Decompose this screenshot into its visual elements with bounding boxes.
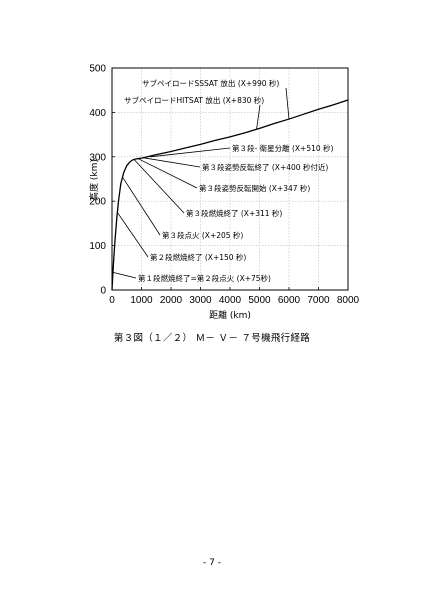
annotations: サブペイロードSSSAT 放出 (X+990 秒) サブペイロードHITSAT 放…	[124, 78, 334, 283]
x-tick-label: 1000	[130, 295, 153, 306]
x-tick-label: 6000	[278, 295, 301, 306]
annotation-leader-line	[256, 104, 261, 130]
y-tick-label: 500	[89, 64, 106, 75]
y-axis-label: 高度 (km)	[88, 159, 100, 201]
annotation-label: 第２段燃焼終了 (X+150 秒)	[150, 252, 246, 262]
x-tick-label: 3000	[189, 295, 212, 306]
annotation-label: サブペイロードSSSAT 放出 (X+990 秒)	[142, 78, 279, 88]
annotation-label: サブペイロードHITSAT 放出 (X+830 秒)	[124, 95, 264, 105]
annotation-leader-line	[142, 157, 201, 168]
y-tick-label: 0	[100, 286, 106, 297]
x-tick-label: 0	[109, 295, 115, 306]
annotation-leader-line	[150, 147, 231, 158]
annotation-leader-line	[112, 271, 137, 279]
y-tick-label: 200	[89, 197, 106, 208]
flight-path-line	[111, 99, 349, 291]
annotation-leader-line	[137, 158, 198, 189]
x-tick-label: 5000	[248, 295, 271, 306]
x-tick-label: 2000	[160, 295, 183, 306]
annotation-label: 第３段点火 (X+205 秒)	[162, 230, 243, 240]
annotation-leader-line	[121, 176, 161, 236]
annotation-leader-line	[285, 87, 290, 120]
x-tick-label: 4000	[219, 295, 242, 306]
page-number: - 7 -	[203, 558, 221, 568]
x-tick-label: 7000	[307, 295, 330, 306]
y-axis-ticks: 0 100 200 300 400 500	[89, 64, 115, 297]
y-tick-label: 100	[89, 241, 106, 252]
annotation-label: 第３段姿勢反転開始 (X+347 秒)	[199, 183, 310, 193]
flight-path-chart: 0 1000 2000 3000 4000 5000 6000 7000 8000 0 100 20…	[88, 64, 360, 322]
annotation-label: 第３段姿勢反転終了 (X+400 秒付近)	[202, 162, 328, 172]
y-tick-label: 400	[89, 108, 106, 119]
annotation-label: 第３段- 衛星分離 (X+510 秒)	[232, 143, 334, 153]
figure-caption: 第３図（１／２） Ｍ－ Ｖ－ ７号機飛行経路	[113, 333, 311, 344]
annotation-leader-line	[133, 159, 185, 214]
annotation-leaders	[112, 87, 290, 279]
annotation-label: 第１段燃焼終了=第２段点火 (X+75秒)	[138, 273, 271, 283]
x-axis-label: 距離 (km)	[209, 309, 251, 321]
x-tick-label: 8000	[337, 295, 360, 306]
annotation-label: 第３段燃焼終了 (X+311 秒)	[186, 208, 282, 218]
x-axis-ticks: 0 1000 2000 3000 4000 5000 6000 7000 8000	[109, 287, 360, 306]
y-tick-label: 300	[89, 152, 106, 163]
annotation-leader-line	[116, 212, 149, 258]
